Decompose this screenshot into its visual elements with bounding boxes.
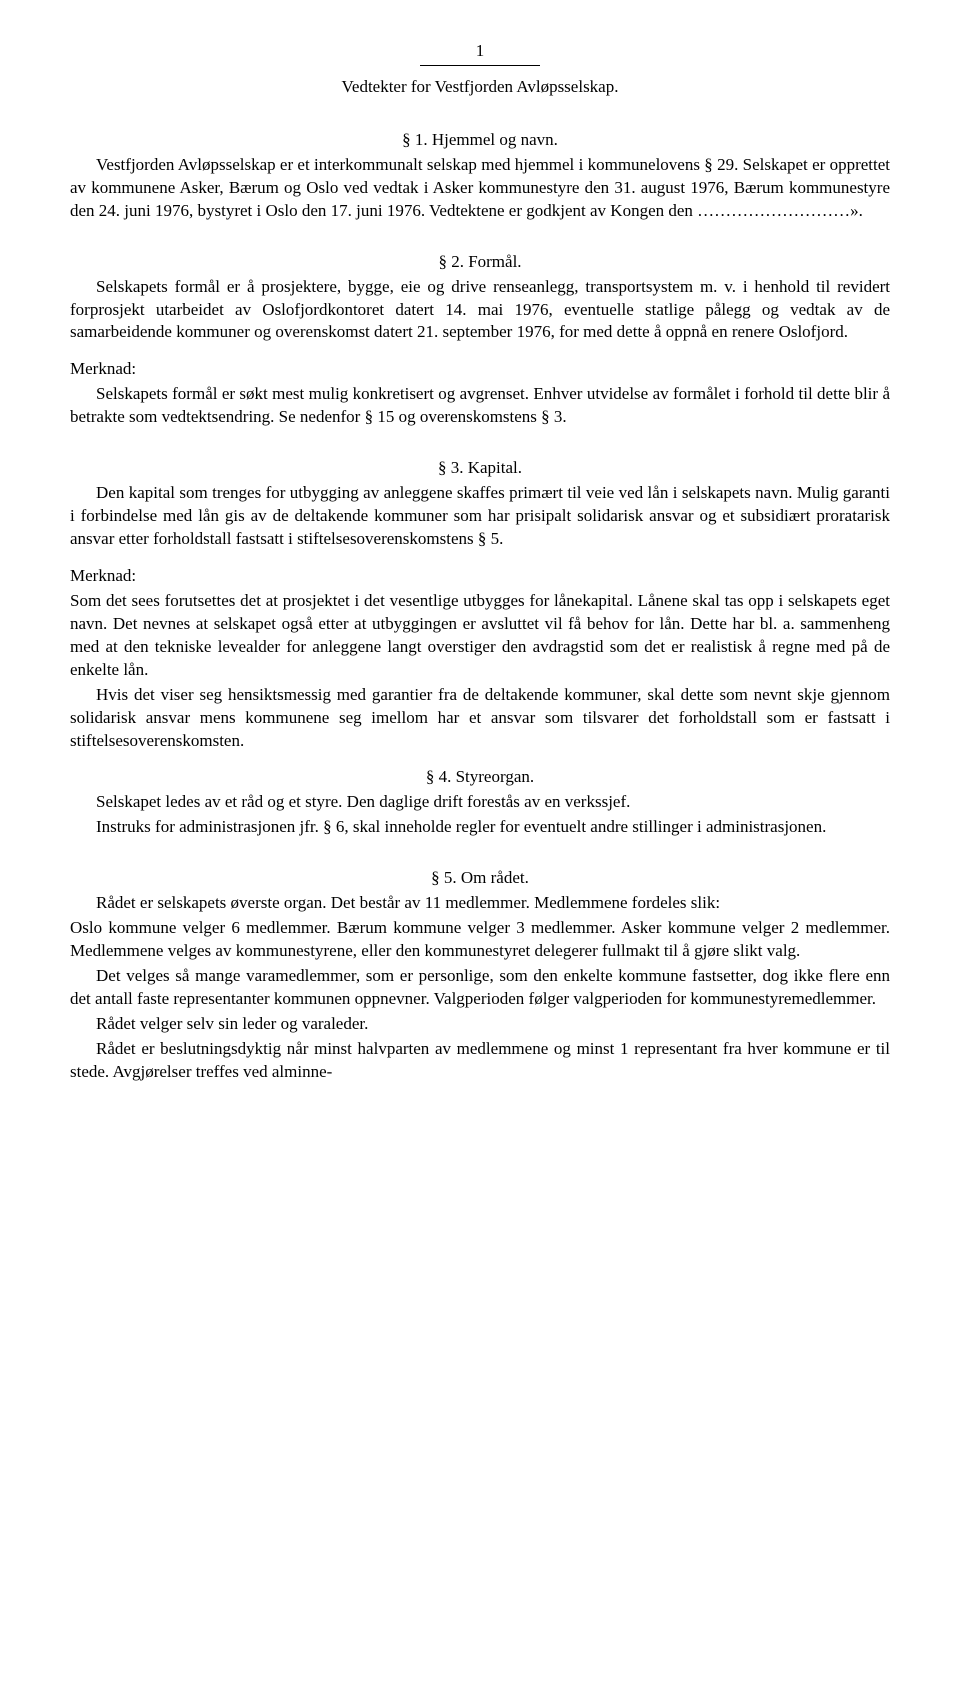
section-3-merknad-1: Som det sees forutsettes det at prosjekt… (70, 590, 890, 682)
section-3-merknad-label: Merknad: (70, 565, 890, 588)
section-1-paragraph: Vestfjorden Avløpsselskap er et interkom… (70, 154, 890, 223)
section-4-heading: § 4. Styreorgan. (70, 766, 890, 789)
doc-title: Vedtekter for Vestfjorden Avløpsselskap. (70, 76, 890, 99)
section-5-paragraph-5: Rådet er beslutningsdyktig når minst hal… (70, 1038, 890, 1084)
section-4-paragraph-2: Instruks for administrasjonen jfr. § 6, … (70, 816, 890, 839)
section-5-paragraph-3: Det velges så mange varamedlemmer, som e… (70, 965, 890, 1011)
page-number: 1 (70, 40, 890, 63)
section-5-paragraph-1: Rådet er selskapets øverste organ. Det b… (70, 892, 890, 915)
section-5-heading: § 5. Om rådet. (70, 867, 890, 890)
page-number-underline (420, 65, 540, 66)
section-3-paragraph: Den kapital som trenges for utbygging av… (70, 482, 890, 551)
section-3-heading: § 3. Kapital. (70, 457, 890, 480)
section-2-merknad-label: Merknad: (70, 358, 890, 381)
section-3-merknad-2: Hvis det viser seg hensiktsmessig med ga… (70, 684, 890, 753)
section-2-paragraph: Selskapets formål er å prosjektere, bygg… (70, 276, 890, 345)
section-1-heading: § 1. Hjemmel og navn. (70, 129, 890, 152)
section-4-paragraph-1: Selskapet ledes av et råd og et styre. D… (70, 791, 890, 814)
section-5-paragraph-2: Oslo kommune velger 6 medlemmer. Bærum k… (70, 917, 890, 963)
section-5-paragraph-4: Rådet velger selv sin leder og varaleder… (70, 1013, 890, 1036)
section-2-merknad: Selskapets formål er søkt mest mulig kon… (70, 383, 890, 429)
section-2-heading: § 2. Formål. (70, 251, 890, 274)
